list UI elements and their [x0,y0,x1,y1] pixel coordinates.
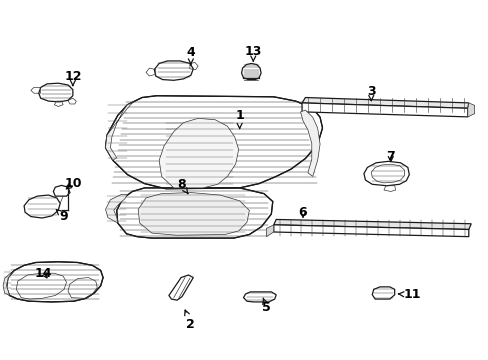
Text: 13: 13 [244,45,262,61]
Text: 3: 3 [366,85,375,101]
Polygon shape [154,61,193,80]
Polygon shape [467,103,474,117]
Polygon shape [105,103,132,160]
Text: 7: 7 [386,150,394,163]
Polygon shape [302,98,468,108]
Polygon shape [168,275,193,300]
Text: 8: 8 [177,178,187,194]
Polygon shape [159,118,238,188]
Polygon shape [105,194,127,223]
Polygon shape [117,188,272,238]
Text: 5: 5 [262,298,270,314]
Text: 2: 2 [184,310,195,331]
Polygon shape [6,262,103,302]
Text: 14: 14 [35,267,52,280]
Text: 9: 9 [56,210,68,223]
Polygon shape [363,161,408,186]
Polygon shape [39,83,73,102]
Polygon shape [302,103,467,117]
Polygon shape [371,287,394,299]
Polygon shape [105,96,322,189]
Polygon shape [273,220,470,229]
Text: 10: 10 [64,177,81,190]
Text: 12: 12 [64,69,81,86]
Text: 4: 4 [186,46,195,65]
Text: 1: 1 [235,109,244,129]
Polygon shape [241,63,261,80]
Text: 11: 11 [397,288,421,301]
Polygon shape [138,193,249,235]
Polygon shape [24,195,60,218]
Text: 6: 6 [298,207,306,220]
Polygon shape [273,225,468,237]
Polygon shape [266,225,273,237]
Polygon shape [243,292,276,302]
Polygon shape [300,110,320,176]
Polygon shape [53,185,70,196]
Polygon shape [3,270,14,296]
